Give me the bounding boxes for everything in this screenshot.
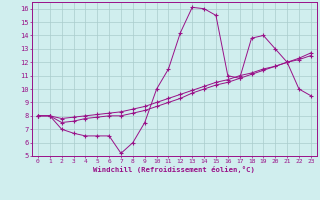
X-axis label: Windchill (Refroidissement éolien,°C): Windchill (Refroidissement éolien,°C) <box>93 166 255 173</box>
